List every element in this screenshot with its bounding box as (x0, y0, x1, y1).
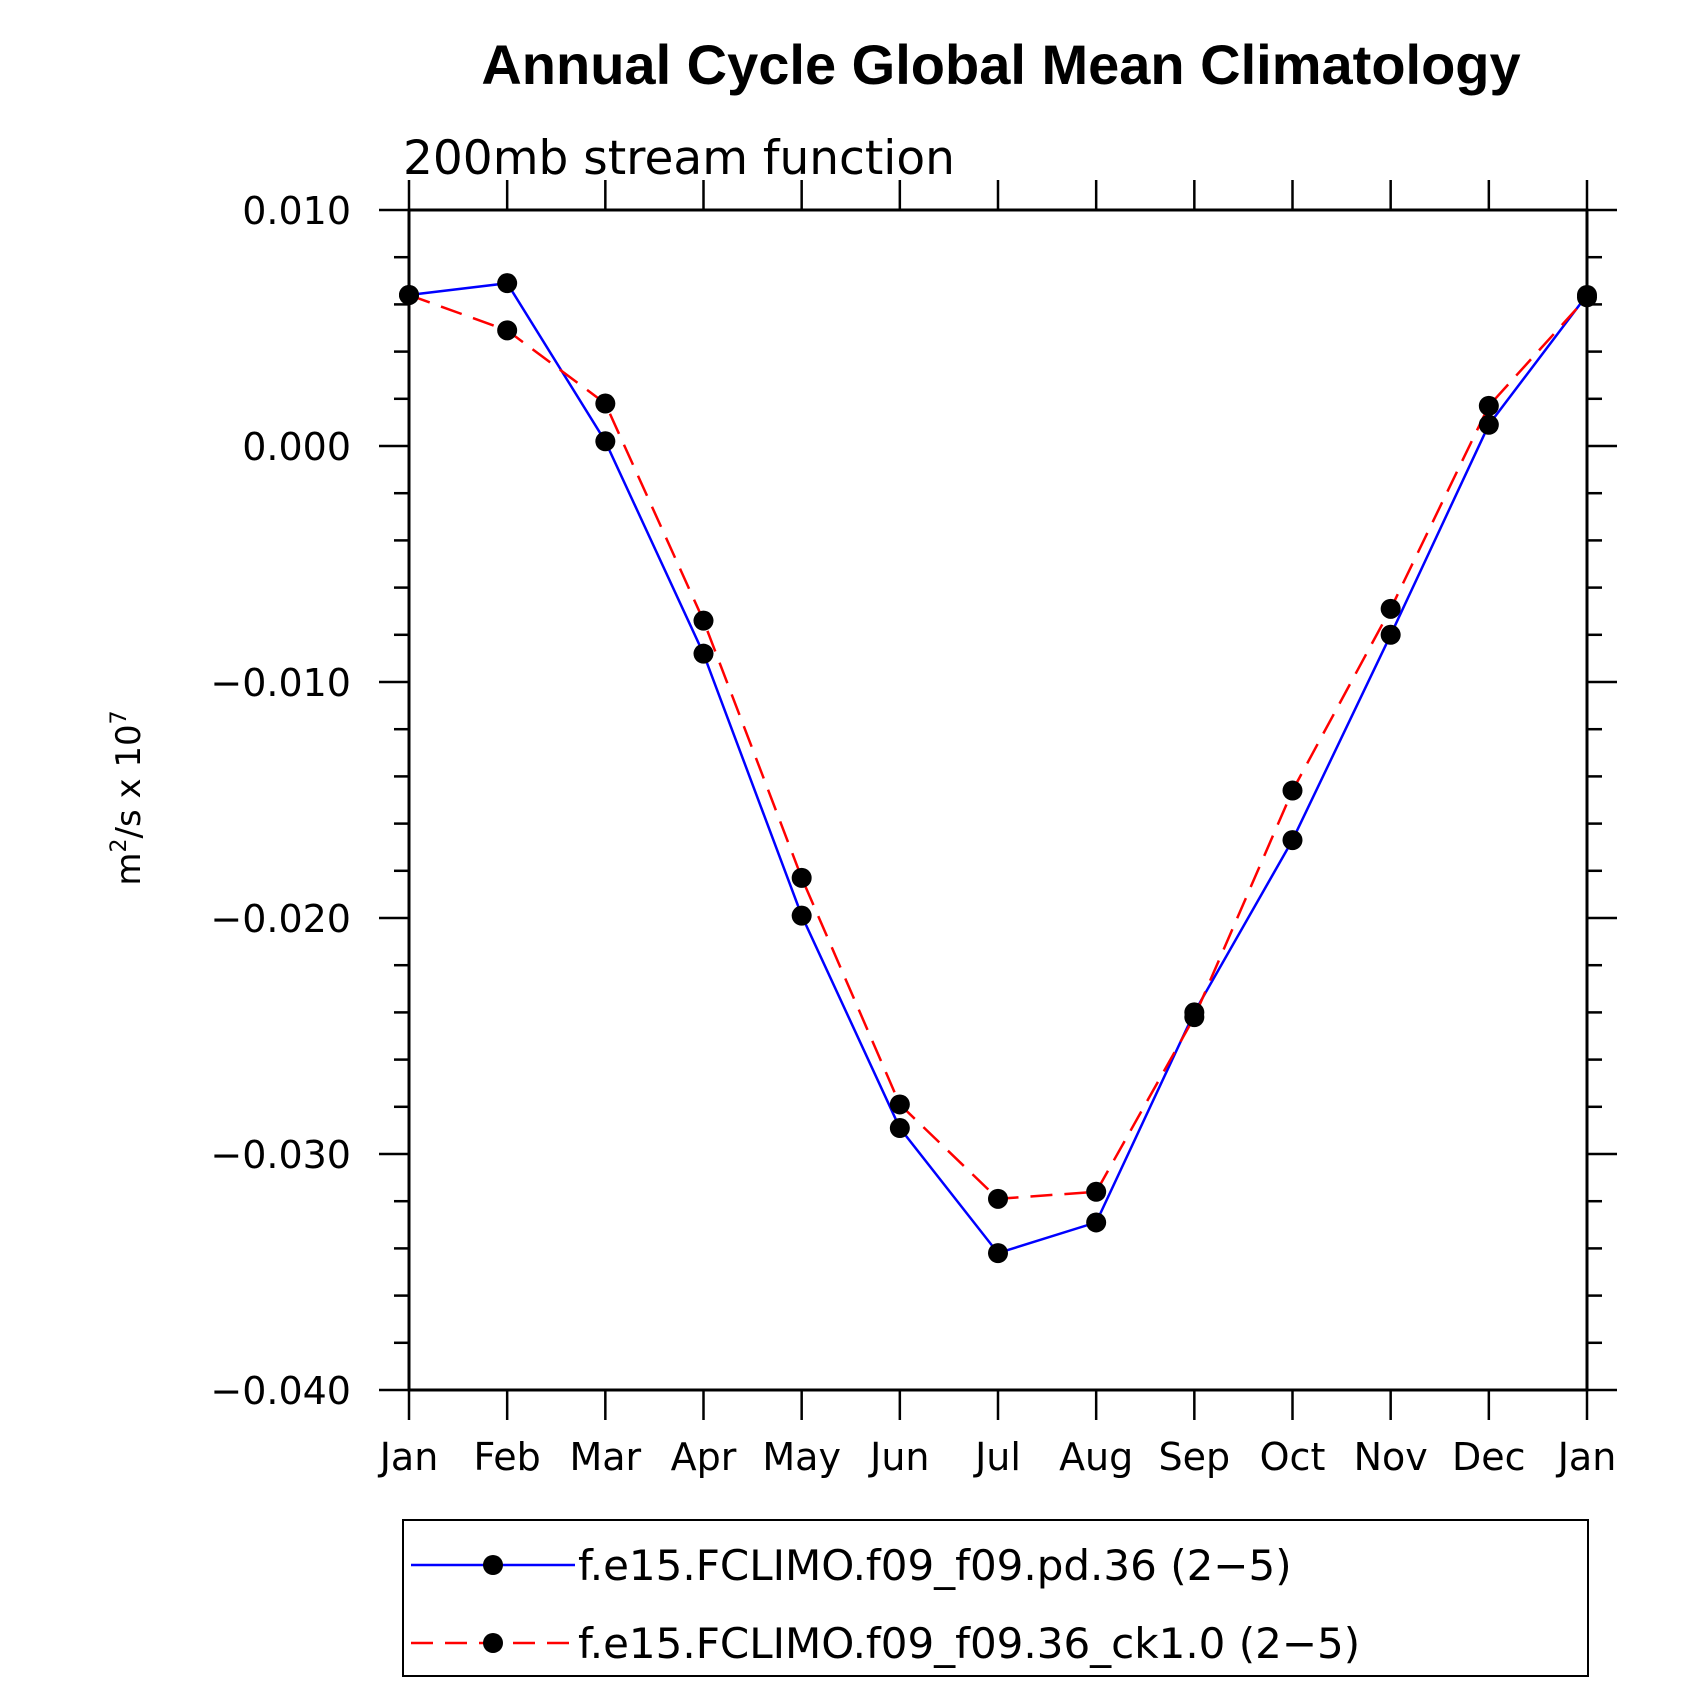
x-tick-label: Jan (378, 1435, 439, 1479)
series-2-point (1577, 287, 1597, 308)
y-tick-label: −0.040 (210, 1369, 351, 1413)
series-2-point (497, 320, 518, 341)
series-2-point (791, 867, 812, 888)
series-2-point (988, 1188, 1008, 1209)
plot-area: 0.010 0.000 −0.010 −0.020 −0.030 −0.040 Jan Feb… (210, 180, 1617, 1479)
series-1-point (1380, 624, 1401, 645)
legend-label-1: f.e15.FCLIMO.f09_f09.pd.36 (2−5) (578, 1541, 1292, 1590)
series-line-2 (408, 293, 1588, 1201)
x-tick-label: Sep (1159, 1435, 1231, 1479)
legend: f.e15.FCLIMO.f09_f09.pd.36 (2−5) f.e15.FC… (402, 1519, 1589, 1677)
y-tick-label: 0.010 (242, 189, 351, 233)
y-axis-label-base: m (109, 853, 149, 886)
y-tick-label: −0.030 (210, 1133, 351, 1177)
x-tick-label: Jul (973, 1435, 1021, 1479)
series-1-point (1282, 830, 1303, 851)
series-2-point (1478, 395, 1499, 416)
series-2-point (1086, 1181, 1107, 1202)
series-line-1 (408, 281, 1588, 1255)
series-1-point (1086, 1212, 1107, 1233)
series-2-point (1380, 598, 1401, 619)
series-2-point (399, 284, 419, 305)
chart-subtitle: 200mb stream function (403, 131, 955, 186)
chart-title: Annual Cycle Global Mean Climatology (481, 33, 1520, 96)
series-1-point (988, 1243, 1008, 1264)
x-tick-label: Mar (569, 1435, 641, 1479)
svg-text:m2/s x 107: m2/s x 107 (107, 710, 149, 885)
series-1-point (1478, 414, 1499, 435)
legend-label-2: f.e15.FCLIMO.f09_f09.36_ck1.0 (2−5) (578, 1619, 1360, 1668)
series-1-point (693, 643, 714, 664)
series-1-point (889, 1118, 910, 1139)
legend-marker-2 (483, 1633, 503, 1653)
series-2-point (1184, 1007, 1205, 1028)
x-tick-label: Feb (474, 1435, 541, 1479)
x-tick-label: Apr (671, 1435, 737, 1479)
y-axis-label-exp: 2 (107, 839, 132, 853)
x-tick-label: Aug (1059, 1435, 1133, 1479)
series-2-point (1282, 780, 1303, 801)
series-1-point (497, 273, 518, 294)
series-2-point (889, 1094, 910, 1115)
series-2-point (693, 610, 714, 631)
y-tick-label: −0.020 (210, 897, 351, 941)
y-tick-label: 0.000 (242, 425, 351, 469)
series-1-point (595, 431, 616, 452)
y-axis-label-mid: /s x 10 (109, 724, 149, 838)
legend-box (402, 1519, 1589, 1677)
legend-marker-1 (483, 1555, 503, 1575)
x-tick-label: May (762, 1435, 841, 1479)
series-2-point (595, 393, 616, 414)
y-axis-label-exp2: 7 (107, 710, 132, 724)
x-tick-label: Jun (868, 1435, 929, 1479)
x-tick-label: Nov (1354, 1435, 1428, 1479)
y-axis-label: m2/s x 107 (107, 710, 149, 885)
x-tick-label: Dec (1452, 1435, 1526, 1479)
x-tick-label: Jan (1556, 1435, 1617, 1479)
plot-frame (407, 208, 1589, 1392)
y-tick-label: −0.010 (210, 661, 351, 705)
series-1-point (791, 905, 812, 926)
x-tick-label: Oct (1260, 1435, 1326, 1479)
